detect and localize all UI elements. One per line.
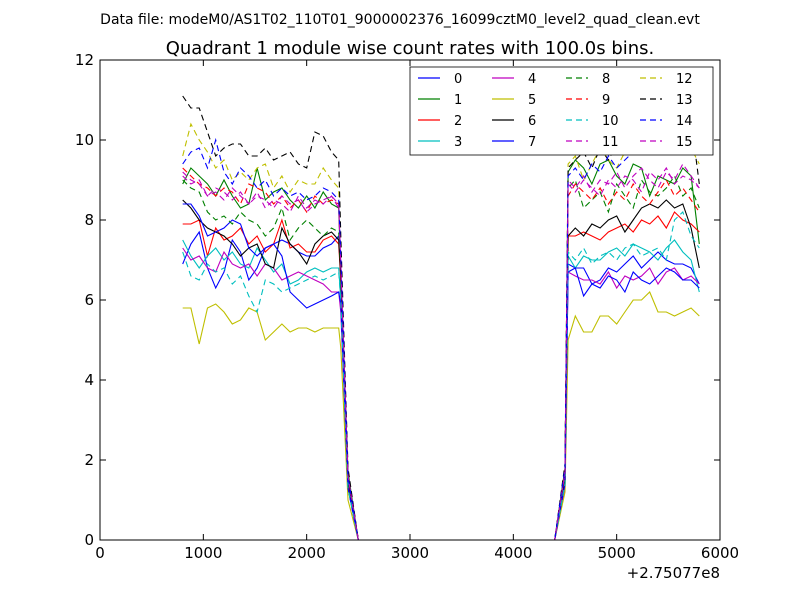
legend-label-14: 14 [676, 114, 693, 129]
series-line-5 [182, 291, 700, 540]
y-tick-label: 8 [84, 211, 94, 229]
series-line-8 [182, 174, 700, 540]
series-line-7 [182, 203, 700, 540]
legend-label-7: 7 [528, 135, 536, 150]
legend-label-3: 3 [454, 135, 462, 150]
series-line-15 [182, 166, 700, 540]
figure-suptitle: Data file: modeM0/AS1T02_110T01_90000023… [100, 12, 700, 28]
legend-label-11: 11 [602, 135, 619, 150]
y-tick-label: 0 [84, 531, 94, 549]
x-tick-label: 5000 [598, 544, 636, 562]
y-tick-label: 2 [84, 451, 94, 469]
legend-label-2: 2 [454, 114, 462, 129]
legend-label-6: 6 [528, 114, 536, 129]
legend-label-8: 8 [602, 72, 610, 87]
series-line-6 [182, 199, 700, 540]
x-tick-label: 2000 [288, 544, 326, 562]
series-line-0 [182, 230, 700, 540]
x-offset-label: +2.75077e8 [627, 564, 720, 582]
x-tick-label: 1000 [184, 544, 222, 562]
legend-label-5: 5 [528, 93, 536, 108]
y-tick-label: 12 [75, 51, 94, 69]
legend-label-13: 13 [676, 93, 693, 108]
legend-label-10: 10 [602, 114, 619, 129]
x-tick-label: 6000 [701, 544, 739, 562]
x-tick-label: 3000 [391, 544, 429, 562]
series-line-13 [182, 95, 700, 540]
series-line-10 [182, 211, 700, 540]
series-layer [182, 95, 700, 540]
legend-label-1: 1 [454, 93, 462, 108]
legend-box [409, 66, 714, 156]
series-line-11 [182, 162, 700, 540]
x-axis: 0 1000 2000 3000 4000 5000 6000 [95, 60, 739, 562]
series-line-3 [182, 239, 700, 540]
y-tick-label: 10 [75, 131, 94, 149]
legend-label-12: 12 [676, 72, 693, 87]
legend-label-0: 0 [454, 72, 462, 87]
x-tick-label: 4000 [494, 544, 532, 562]
series-line-4 [182, 247, 700, 540]
x-tick-label: 0 [95, 544, 105, 562]
legend-label-4: 4 [528, 72, 536, 87]
legend-label-9: 9 [602, 93, 610, 108]
chart-title: Quadrant 1 module wise count rates with … [166, 38, 655, 59]
series-line-1 [182, 159, 700, 540]
y-tick-label: 4 [84, 371, 94, 389]
series-line-9 [182, 167, 700, 540]
legend-label-15: 15 [676, 135, 693, 150]
y-tick-label: 6 [84, 291, 94, 309]
